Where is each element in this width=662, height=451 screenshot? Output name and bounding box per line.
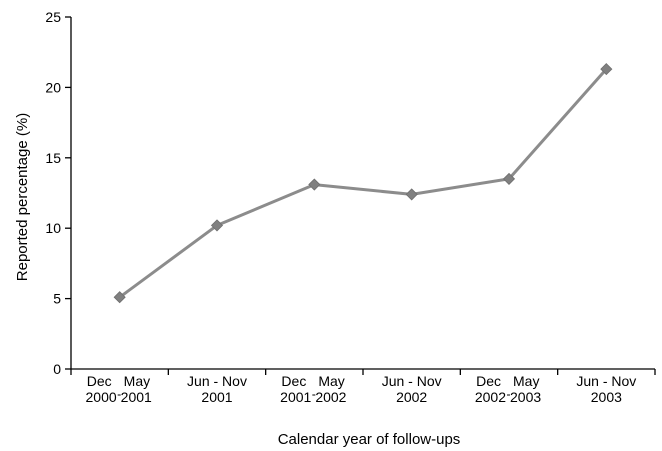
- x-axis-label: Calendar year of follow-ups: [278, 431, 461, 448]
- x-tick-label: 2002: [475, 389, 506, 405]
- data-point: [113, 291, 126, 304]
- data-point: [405, 188, 418, 201]
- data-point: [600, 63, 613, 76]
- data-point: [502, 172, 516, 185]
- x-tick-label: 2002: [315, 389, 346, 405]
- x-tick-label: Jun - Nov: [187, 373, 247, 389]
- x-tick-label: Jun - Nov: [382, 373, 442, 389]
- plot-area: [113, 63, 613, 304]
- y-tick-label: 0: [53, 361, 61, 377]
- x-tick-label: 2001: [121, 389, 152, 405]
- x-tick-label: Dec: [476, 373, 501, 389]
- x-tick-label: Jun - Nov: [576, 373, 636, 389]
- series-line: [118, 68, 608, 299]
- x-tick-label: 2003: [510, 389, 541, 405]
- x-tick-label: 2001: [201, 389, 232, 405]
- x-tick-label: 2001: [280, 389, 311, 405]
- x-tick-label: Dec: [281, 373, 306, 389]
- x-tick-label: 2000: [86, 389, 117, 405]
- x-tick-label: May: [318, 373, 344, 389]
- x-tick-label: Dec: [87, 373, 112, 389]
- x-tick-label: May: [124, 373, 150, 389]
- y-tick-label: 10: [45, 220, 61, 236]
- y-tick-label: 25: [45, 9, 61, 25]
- y-axis-label: Reported percentage (%): [14, 113, 31, 281]
- x-tick-label: May: [513, 373, 539, 389]
- y-axis: 0 5 10 15 20 25: [45, 9, 72, 377]
- data-point: [210, 219, 224, 232]
- y-tick-label: 5: [53, 291, 61, 307]
- data-point: [308, 178, 321, 191]
- y-tick-label: 15: [45, 150, 61, 166]
- x-tick-label: 2003: [591, 389, 622, 405]
- x-tick-label: 2002: [396, 389, 427, 405]
- y-tick-label: 20: [45, 79, 61, 95]
